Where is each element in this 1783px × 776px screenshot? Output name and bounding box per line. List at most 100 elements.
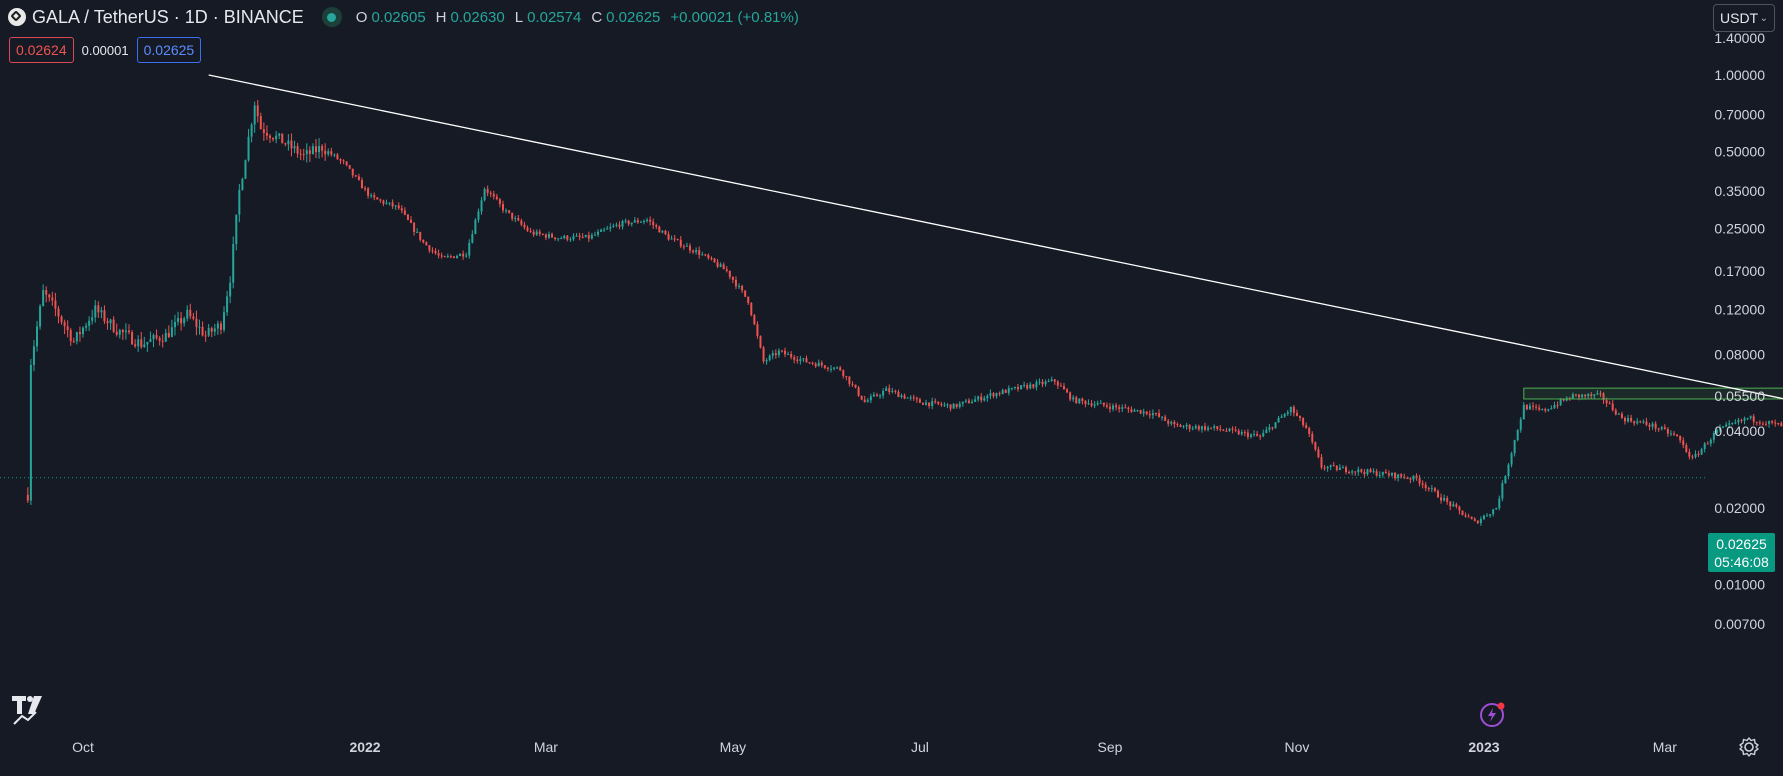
- candle-body: [1167, 420, 1170, 424]
- candle-body: [1145, 411, 1148, 414]
- candle-body: [330, 151, 333, 155]
- candle-body: [1280, 416, 1283, 418]
- candle-body: [1394, 472, 1397, 479]
- candle-body: [1768, 421, 1771, 424]
- candle-body: [1047, 380, 1050, 382]
- candle-body: [413, 222, 416, 232]
- candle-body: [1366, 469, 1369, 475]
- settings-gear-icon[interactable]: [1738, 736, 1760, 758]
- candle-body: [725, 269, 728, 271]
- candle-body: [590, 235, 593, 239]
- candle-body: [1283, 414, 1286, 417]
- candle-body: [1148, 413, 1151, 416]
- candle-body: [232, 244, 235, 283]
- candle-body: [958, 403, 961, 408]
- trade-buttons: 0.02624 0.00001 0.02625: [9, 37, 202, 63]
- candle-body: [1657, 428, 1660, 430]
- candle-body: [511, 212, 514, 219]
- candle-body: [1268, 427, 1271, 430]
- candle-body: [204, 335, 207, 337]
- candle-body: [1170, 422, 1173, 424]
- candle-body: [830, 368, 832, 370]
- candle-body: [719, 264, 722, 267]
- candle-body: [456, 255, 458, 258]
- candle-body: [866, 400, 869, 403]
- currency-select[interactable]: USDT ⌄: [1713, 4, 1775, 32]
- candle-body: [373, 195, 376, 198]
- market-status-icon[interactable]: [321, 7, 342, 27]
- candle-body: [143, 344, 146, 347]
- candle-body: [1455, 504, 1458, 507]
- lightning-icon[interactable]: [1478, 700, 1510, 732]
- candle-body: [1464, 515, 1467, 517]
- candle-body: [201, 326, 204, 336]
- candle-body: [551, 234, 554, 238]
- candle-body: [1673, 433, 1676, 435]
- candle-body: [569, 239, 572, 241]
- candle-body: [1142, 411, 1145, 414]
- candle-body: [140, 339, 143, 347]
- candle-body: [676, 238, 679, 240]
- candle-body: [1574, 394, 1577, 396]
- candle-body: [278, 133, 281, 136]
- candle-body: [722, 264, 725, 270]
- candle-body: [78, 332, 81, 335]
- candle-body: [1084, 400, 1087, 405]
- candle-body: [1302, 418, 1305, 426]
- candle-body: [1348, 472, 1351, 474]
- candle-body: [842, 370, 845, 377]
- candle-body: [836, 367, 839, 369]
- tradingview-logo-icon[interactable]: [10, 692, 52, 728]
- candle-body: [1412, 475, 1415, 480]
- candle-body: [195, 318, 198, 328]
- candle-body: [1360, 469, 1363, 472]
- candle-body: [728, 270, 731, 277]
- candle-body: [127, 330, 130, 333]
- candle-body: [701, 254, 704, 256]
- candle-body: [1492, 509, 1495, 515]
- candle-body: [1614, 410, 1617, 415]
- candle-body: [109, 319, 112, 324]
- sell-button[interactable]: 0.02624: [9, 37, 74, 63]
- candle-body: [1286, 412, 1289, 415]
- candle-body: [1329, 465, 1332, 467]
- candle-body: [1627, 417, 1630, 422]
- buy-button[interactable]: 0.02625: [136, 37, 202, 63]
- candle-body: [1461, 510, 1464, 516]
- candle-body: [695, 250, 698, 253]
- candle-body: [60, 316, 63, 323]
- candle-body: [1433, 488, 1436, 491]
- candle-body: [1357, 469, 1360, 473]
- candle-body: [1059, 385, 1062, 387]
- candle-body: [839, 367, 842, 371]
- candle-body: [1007, 388, 1010, 393]
- symbol-title[interactable]: GALA / TetherUS · 1D · BINANCE: [32, 6, 304, 27]
- candle-body: [734, 279, 737, 287]
- candle-body: [1498, 498, 1501, 509]
- resistance-zone: [1523, 387, 1783, 400]
- time-tick-label: Mar: [1653, 739, 1677, 755]
- candle-body: [388, 202, 391, 204]
- candle-body: [1765, 423, 1767, 425]
- candle-body: [1335, 465, 1338, 471]
- candle-body: [223, 312, 226, 330]
- candle-body: [449, 256, 452, 258]
- candle-body: [646, 219, 649, 222]
- candle-body: [1651, 423, 1654, 427]
- candle-body: [29, 364, 32, 501]
- candle-body: [774, 353, 777, 356]
- candle-body: [1740, 419, 1743, 421]
- candle-body: [1571, 394, 1574, 399]
- candle-body: [1636, 421, 1639, 424]
- candle-body: [486, 189, 489, 193]
- candle-body: [655, 225, 658, 227]
- candle-body: [597, 231, 600, 235]
- candle-body: [925, 402, 928, 405]
- candle-body: [1424, 484, 1427, 489]
- candle-body: [1081, 398, 1084, 401]
- candle-body: [351, 168, 354, 176]
- candle-body: [72, 341, 75, 343]
- candle-body: [1354, 471, 1357, 473]
- candle-body: [1642, 421, 1645, 423]
